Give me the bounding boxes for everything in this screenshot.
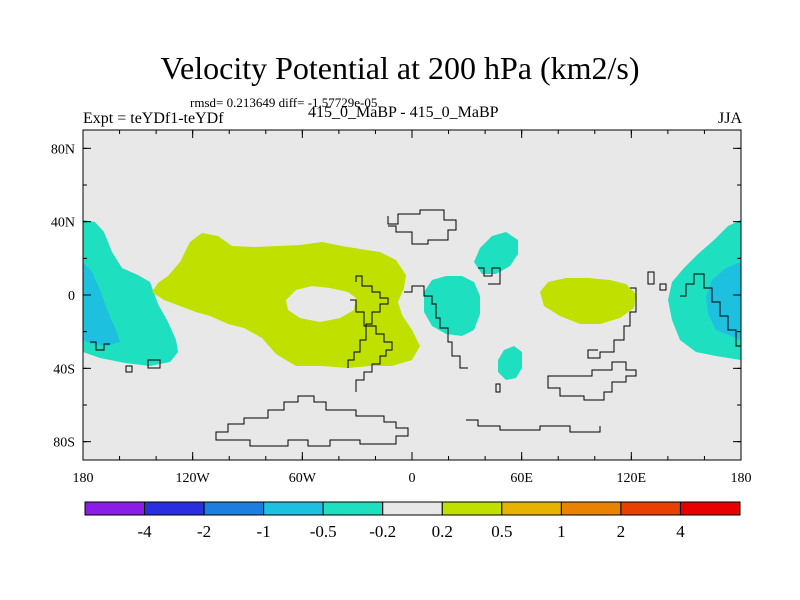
x-axis: 180 120W 60W 0 60E 120E 180 xyxy=(73,130,752,486)
colorbar-label: -2 xyxy=(197,522,211,541)
y-tick-label: 40N xyxy=(51,216,75,231)
pos-region-hole xyxy=(286,286,356,322)
colorbar-swatch xyxy=(322,501,384,516)
colorbar-swatch xyxy=(263,501,324,516)
y-axis: 80N 40N 0 40S 80S xyxy=(51,142,741,451)
colorbar-swatch xyxy=(679,501,741,516)
neg-core-west-pacific xyxy=(83,262,120,346)
coastlines xyxy=(90,209,741,447)
colorbar-swatch xyxy=(441,501,503,516)
colorbar-label: -0.2 xyxy=(369,522,396,541)
colorbar-label: 1 xyxy=(557,522,566,541)
colorbar-swatch xyxy=(620,501,681,516)
y-tick-label: 40S xyxy=(53,362,75,377)
colorbar-label: 0.2 xyxy=(432,522,453,541)
colorbar-swatch xyxy=(84,501,146,516)
colorbar-label: 2 xyxy=(617,522,626,541)
colorbar-swatch xyxy=(501,501,562,516)
x-tick-label: 180 xyxy=(731,471,752,486)
stats-text: rmsd= 0.213649 diff= -1.57729e-05 xyxy=(190,95,378,110)
x-tick-label: 120W xyxy=(176,471,211,486)
colorbar-swatch xyxy=(560,501,622,516)
neg-region-middle-east xyxy=(474,232,518,274)
neg-region-africa xyxy=(424,276,480,336)
pos-region-indian-ocean xyxy=(540,278,636,324)
x-tick-label: 60E xyxy=(510,471,533,486)
x-tick-label: 0 xyxy=(409,471,416,486)
contour-fills xyxy=(83,209,741,447)
colorbar-label: 0.5 xyxy=(491,522,512,541)
colorbar-swatch xyxy=(382,501,443,516)
colorbar-swatch xyxy=(203,501,265,516)
y-tick-label: 0 xyxy=(68,289,75,304)
colorbar-label: 4 xyxy=(676,522,685,541)
colorbar: -4 -2 -1 -0.5 -0.2 0.2 0.5 1 2 4 xyxy=(84,501,741,541)
y-tick-label: 80S xyxy=(53,436,75,451)
x-tick-label: 60W xyxy=(289,471,317,486)
x-tick-label: 180 xyxy=(73,471,94,486)
colorbar-label: -0.5 xyxy=(310,522,337,541)
case-label: 415_0_MaBP - 415_0_MaBP xyxy=(308,104,499,121)
neg-region-madagascar xyxy=(498,346,522,380)
colorbar-swatch xyxy=(144,501,205,516)
colorbar-label: -4 xyxy=(137,522,152,541)
neg-core-east-pacific xyxy=(706,262,741,340)
colorbar-label: -1 xyxy=(257,522,271,541)
season-label: JJA xyxy=(717,110,742,127)
x-tick-label: 120E xyxy=(617,471,647,486)
experiment-label: Expt = teYDf1-teYDf xyxy=(83,110,224,127)
y-tick-label: 80N xyxy=(51,142,75,157)
pos-region-americas xyxy=(152,233,420,368)
chart-title: Velocity Potential at 200 hPa (km2/s) xyxy=(160,50,640,86)
